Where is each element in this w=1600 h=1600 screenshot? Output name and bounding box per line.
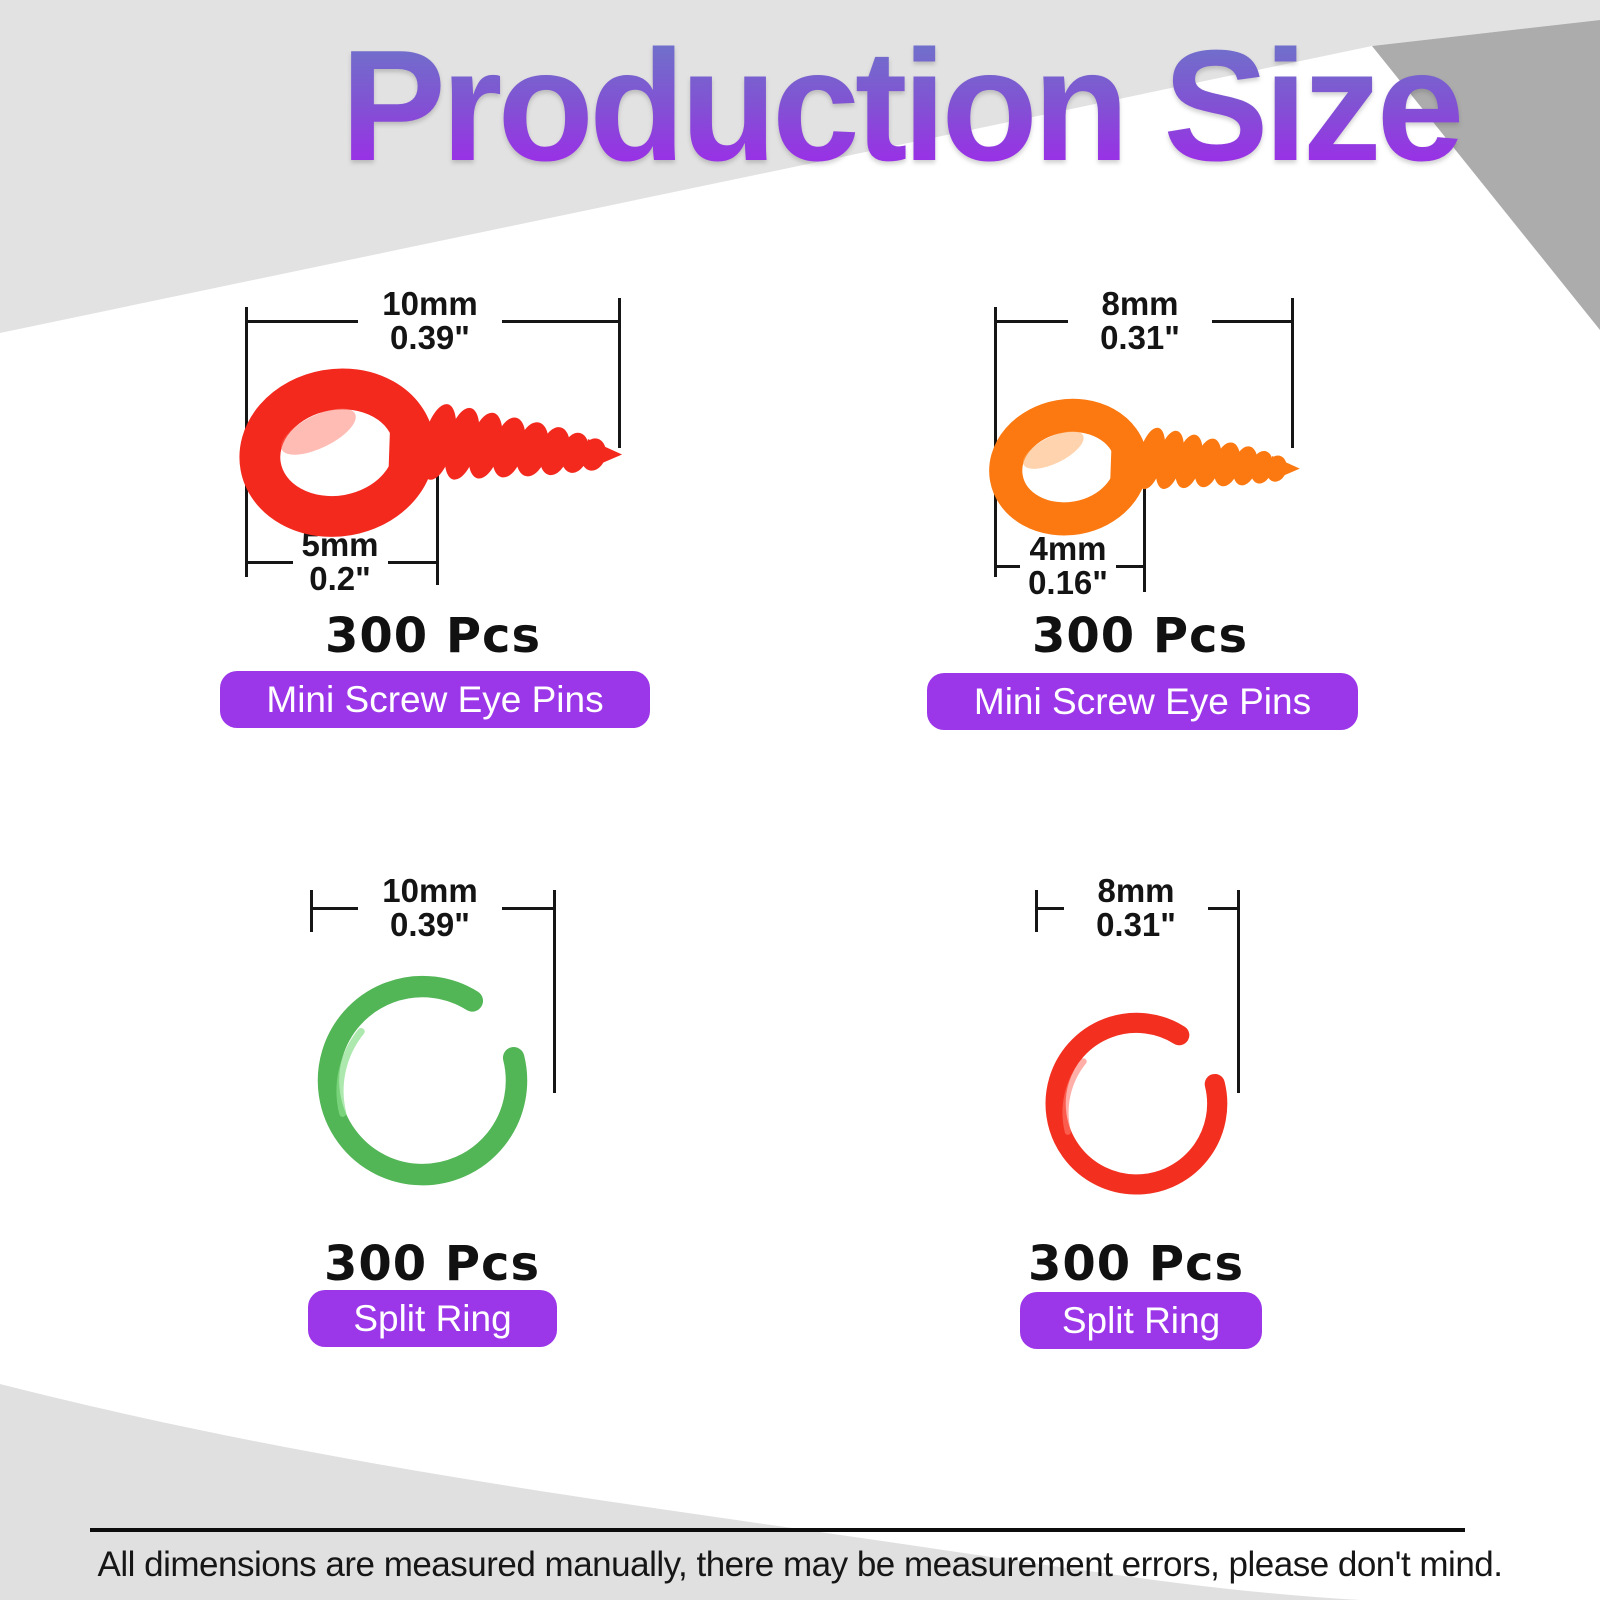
dim-mm: 8mm (1097, 872, 1175, 909)
dim-mm: 10mm (382, 872, 478, 909)
dim-line (245, 561, 293, 564)
footer-disclaimer: All dimensions are measured manually, th… (97, 1545, 1504, 1584)
dim-label-eye: 5mm 0.2" (301, 528, 378, 596)
piece-count: 300 Pcs (1031, 608, 1249, 664)
top-gray-band (0, 0, 1600, 333)
dim-mm: 10mm (382, 285, 478, 322)
dim-inch: 0.39" (390, 906, 470, 943)
dim-line (1116, 565, 1143, 568)
dim-extension-line (1143, 445, 1146, 592)
top-right-dark-triangle (1372, 20, 1600, 330)
piece-count: 300 Pcs (323, 1236, 541, 1292)
dim-extension-line (553, 890, 556, 1093)
dim-label-width: 8mm 0.31" (1100, 287, 1180, 355)
dim-extension-line (436, 440, 439, 585)
dim-extension-line (994, 307, 997, 577)
dim-extension-line (1237, 890, 1240, 1093)
dim-label-width: 8mm 0.31" (1096, 874, 1176, 942)
bottom-wave (0, 1384, 1360, 1600)
dim-line (1035, 907, 1064, 910)
dim-label-width: 10mm 0.39" (382, 287, 477, 355)
dim-inch: 0.2" (309, 560, 371, 597)
split-ring-red-image (1045, 1012, 1228, 1195)
dim-mm: 8mm (1101, 285, 1179, 322)
mini-screw-eye-pin-red-image (239, 368, 623, 537)
split-ring-green-image (317, 975, 528, 1186)
dim-inch: 0.16" (1028, 564, 1108, 601)
dim-inch: 0.31" (1100, 319, 1180, 356)
product-label-badge: Split Ring (308, 1290, 557, 1347)
dim-mm: 4mm (1029, 530, 1107, 567)
dim-label-width: 10mm 0.39" (382, 874, 477, 942)
dim-inch: 0.39" (390, 319, 470, 356)
dim-line (994, 565, 1020, 568)
dim-line (245, 320, 358, 323)
dim-line (502, 907, 553, 910)
dim-line (994, 320, 1068, 323)
product-label-badge: Split Ring (1020, 1292, 1262, 1349)
dim-extension-line (1035, 890, 1038, 932)
dim-line (388, 561, 436, 564)
dim-extension-line (310, 890, 313, 932)
piece-count: 300 Pcs (1027, 1236, 1245, 1292)
footer-divider-line (90, 1528, 1465, 1532)
dim-extension-line (618, 298, 621, 448)
mini-screw-eye-pin-orange-image (989, 398, 1300, 536)
page-title: Production Size (200, 25, 1600, 187)
piece-count: 300 Pcs (324, 608, 542, 664)
dim-line (1208, 907, 1237, 910)
dim-inch: 0.31" (1096, 906, 1176, 943)
dim-extension-line (1291, 298, 1294, 448)
dim-label-eye: 4mm 0.16" (1028, 532, 1108, 600)
product-label-badge: Mini Screw Eye Pins (220, 671, 650, 728)
dim-line (310, 907, 358, 910)
dim-line (502, 320, 620, 323)
product-label-badge: Mini Screw Eye Pins (927, 673, 1358, 730)
dim-line (1212, 320, 1291, 323)
